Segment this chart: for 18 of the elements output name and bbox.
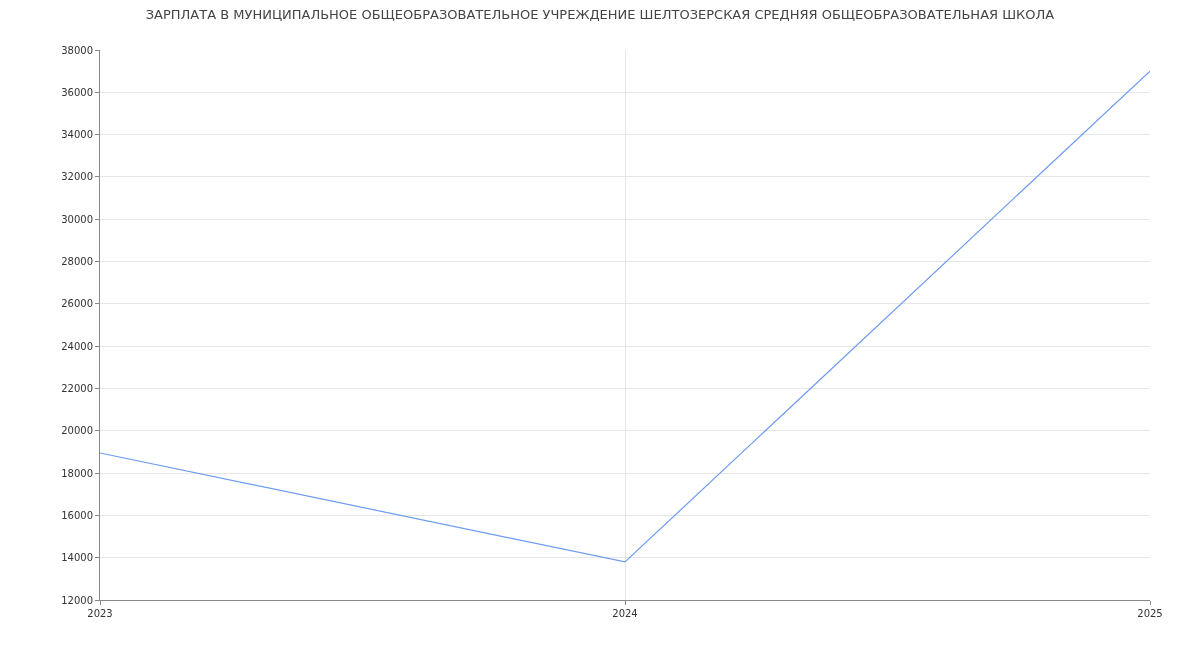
y-tick-label: 38000 — [61, 44, 93, 56]
x-tick-label: 2025 — [1137, 608, 1163, 619]
y-tick-label: 14000 — [61, 552, 93, 564]
y-tick-label: 28000 — [61, 256, 93, 268]
y-tick-label: 32000 — [61, 171, 93, 183]
y-tick-label: 34000 — [61, 129, 93, 141]
y-tick-label: 20000 — [61, 425, 93, 437]
y-tick-label: 26000 — [61, 298, 93, 310]
chart-title: ЗАРПЛАТА В МУНИЦИПАЛЬНОЕ ОБЩЕОБРАЗОВАТЕЛЬНОЕ УЧРЕЖДЕНИЕ ШЕЛТОЗЕРСКАЯ СРЕДНЯЯ ОБЩЕОБРАЗОВАТЕЛЬНАЯ ШКОЛА — [145, 6, 1055, 22]
y-tick-label: 36000 — [61, 86, 93, 98]
y-tick-label: 24000 — [61, 340, 93, 352]
y-tick-label: 30000 — [61, 213, 93, 225]
y-tick-label: 12000 — [61, 594, 93, 606]
y-tick-label: 18000 — [61, 467, 93, 479]
x-tick-label: 2023 — [87, 608, 113, 619]
y-tick-label: 22000 — [61, 382, 93, 394]
x-tick-label: 2024 — [612, 608, 638, 619]
y-tick-label: 16000 — [61, 509, 93, 521]
